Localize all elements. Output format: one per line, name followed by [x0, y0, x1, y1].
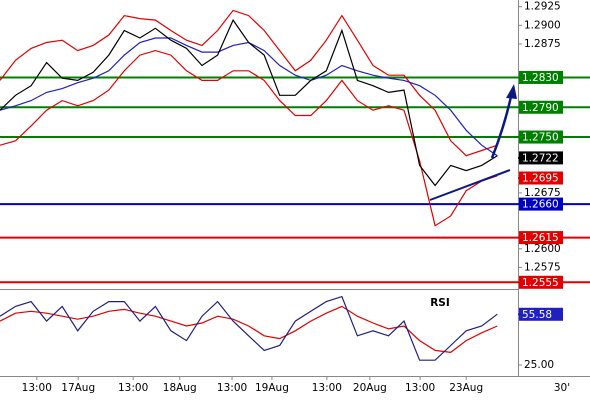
x-tick-label: 19Aug — [255, 382, 289, 394]
x-tick-label: 20Aug — [353, 382, 387, 394]
x-tick-label: 17Aug — [61, 382, 95, 394]
price-label-box — [519, 307, 563, 321]
price-label-box — [519, 231, 563, 245]
y-tick-label: 1.2900 — [524, 19, 561, 31]
price-label-box — [519, 100, 563, 114]
panel-title: RSI — [430, 297, 450, 309]
x-tick-label: 13:00 — [217, 382, 247, 394]
y-tick-label: 1.2925 — [524, 1, 561, 13]
price-label-box — [519, 70, 563, 84]
y-tick-label: 25.00 — [524, 359, 554, 371]
price-label: 1.2750 — [522, 132, 559, 144]
price-label: 1.2790 — [522, 102, 559, 114]
arrow-head — [506, 84, 517, 99]
series-line — [0, 295, 498, 361]
price-label: 1.2695 — [522, 173, 559, 185]
y-tick-label: 1.2675 — [524, 187, 561, 199]
x-tick-label: 23Aug — [449, 382, 483, 394]
y-tick-label: 1.2575 — [524, 261, 561, 273]
price-label: 1.2830 — [522, 72, 559, 84]
trend-line — [429, 169, 511, 201]
x-tick-label: 13:00 — [118, 382, 148, 394]
price-label-box — [519, 151, 563, 165]
y-tick-label: 1.2875 — [524, 38, 561, 50]
series-line — [0, 9, 498, 157]
price-label-box — [519, 130, 563, 144]
price-label-box — [519, 275, 563, 289]
price-label: 1.2660 — [522, 199, 559, 211]
price-label: 1.2615 — [522, 232, 559, 244]
x-tick-label: 13:00 — [405, 382, 435, 394]
price-label: 1.2555 — [522, 277, 559, 289]
price-label-box — [519, 171, 563, 185]
price-label: 1.2722 — [522, 152, 559, 164]
x-tick-label: 13:00 — [312, 382, 342, 394]
series-line — [0, 305, 498, 354]
price-label: 55.58 — [522, 309, 552, 321]
series-line — [0, 18, 498, 187]
series-line — [0, 49, 498, 227]
x-tick-label: 18Aug — [163, 382, 197, 394]
interval-label: 30' — [554, 382, 570, 394]
y-tick-label: 1.2600 — [524, 243, 561, 255]
x-tick-label: 13:00 — [22, 382, 52, 394]
price-label-box — [519, 197, 563, 211]
